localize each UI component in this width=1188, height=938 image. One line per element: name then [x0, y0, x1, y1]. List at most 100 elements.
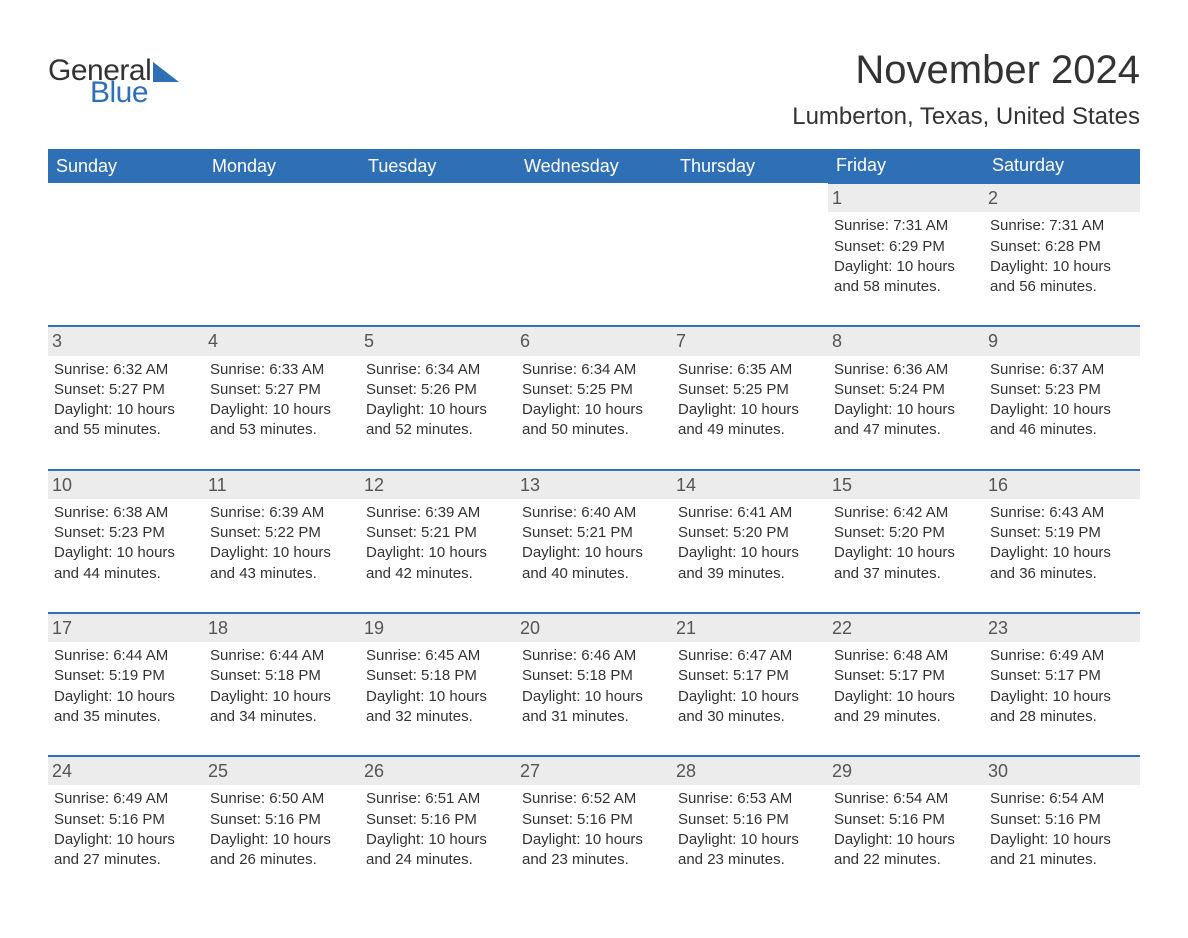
sunrise-text: Sunrise: 6:39 AM — [366, 503, 510, 523]
daylight-text: Daylight: 10 hours and 43 minutes. — [210, 543, 354, 584]
calendar-table: Sunday Monday Tuesday Wednesday Thursday… — [48, 149, 1140, 898]
daylight-text: Daylight: 10 hours and 24 minutes. — [366, 830, 510, 871]
sunset-text: Sunset: 5:17 PM — [990, 666, 1134, 686]
week-row: 1Sunrise: 7:31 AMSunset: 6:29 PMDaylight… — [48, 183, 1140, 326]
day-cell: 29Sunrise: 6:54 AMSunset: 5:16 PMDayligh… — [828, 756, 984, 898]
daylight-text: Daylight: 10 hours and 30 minutes. — [678, 687, 822, 728]
sunrise-text: Sunrise: 6:42 AM — [834, 503, 978, 523]
day-number: 19 — [360, 614, 516, 642]
daylight-text: Daylight: 10 hours and 55 minutes. — [54, 400, 198, 441]
daylight-text: Daylight: 10 hours and 42 minutes. — [366, 543, 510, 584]
day-cell: 24Sunrise: 6:49 AMSunset: 5:16 PMDayligh… — [48, 756, 204, 898]
day-number: 4 — [204, 327, 360, 355]
sunrise-text: Sunrise: 6:40 AM — [522, 503, 666, 523]
sunset-text: Sunset: 5:20 PM — [678, 523, 822, 543]
daylight-text: Daylight: 10 hours and 36 minutes. — [990, 543, 1134, 584]
dayhead: Friday — [828, 149, 984, 183]
sunset-text: Sunset: 5:23 PM — [54, 523, 198, 543]
day-number: 21 — [672, 614, 828, 642]
day-number: 22 — [828, 614, 984, 642]
day-cell: 27Sunrise: 6:52 AMSunset: 5:16 PMDayligh… — [516, 756, 672, 898]
day-number: 26 — [360, 757, 516, 785]
day-cell — [204, 183, 360, 326]
title-block: November 2024 Lumberton, Texas, United S… — [792, 48, 1140, 143]
day-cell: 15Sunrise: 6:42 AMSunset: 5:20 PMDayligh… — [828, 470, 984, 613]
week-row: 10Sunrise: 6:38 AMSunset: 5:23 PMDayligh… — [48, 470, 1140, 613]
day-number: 14 — [672, 471, 828, 499]
daylight-text: Daylight: 10 hours and 22 minutes. — [834, 830, 978, 871]
sunset-text: Sunset: 5:24 PM — [834, 380, 978, 400]
day-cell: 16Sunrise: 6:43 AMSunset: 5:19 PMDayligh… — [984, 470, 1140, 613]
dayhead: Monday — [204, 149, 360, 183]
week-row: 17Sunrise: 6:44 AMSunset: 5:19 PMDayligh… — [48, 613, 1140, 756]
day-cell: 4Sunrise: 6:33 AMSunset: 5:27 PMDaylight… — [204, 326, 360, 469]
day-cell: 25Sunrise: 6:50 AMSunset: 5:16 PMDayligh… — [204, 756, 360, 898]
sunrise-text: Sunrise: 6:49 AM — [990, 646, 1134, 666]
day-cell: 19Sunrise: 6:45 AMSunset: 5:18 PMDayligh… — [360, 613, 516, 756]
daylight-text: Daylight: 10 hours and 46 minutes. — [990, 400, 1134, 441]
day-cell: 11Sunrise: 6:39 AMSunset: 5:22 PMDayligh… — [204, 470, 360, 613]
day-number: 7 — [672, 327, 828, 355]
day-cell: 12Sunrise: 6:39 AMSunset: 5:21 PMDayligh… — [360, 470, 516, 613]
sunset-text: Sunset: 5:16 PM — [522, 810, 666, 830]
sunrise-text: Sunrise: 6:34 AM — [522, 360, 666, 380]
daylight-text: Daylight: 10 hours and 35 minutes. — [54, 687, 198, 728]
sunrise-text: Sunrise: 6:32 AM — [54, 360, 198, 380]
daylight-text: Daylight: 10 hours and 37 minutes. — [834, 543, 978, 584]
sunset-text: Sunset: 5:25 PM — [678, 380, 822, 400]
daylight-text: Daylight: 10 hours and 31 minutes. — [522, 687, 666, 728]
sunset-text: Sunset: 5:26 PM — [366, 380, 510, 400]
day-number: 16 — [984, 471, 1140, 499]
daylight-text: Daylight: 10 hours and 27 minutes. — [54, 830, 198, 871]
day-cell: 14 Sunrise: 6:41 AMSunset: 5:20 PMDayligh… — [672, 470, 828, 613]
sunset-text: Sunset: 5:27 PM — [210, 380, 354, 400]
day-number: 3 — [48, 327, 204, 355]
day-number: 13 — [516, 471, 672, 499]
day-number: 18 — [204, 614, 360, 642]
day-cell: 23Sunrise: 6:49 AMSunset: 5:17 PMDayligh… — [984, 613, 1140, 756]
sunrise-text: Sunrise: 6:34 AM — [366, 360, 510, 380]
day-number: 5 — [360, 327, 516, 355]
day-cell: 7Sunrise: 6:35 AMSunset: 5:25 PMDaylight… — [672, 326, 828, 469]
sunrise-text: Sunrise: 7:31 AM — [834, 216, 978, 236]
sunrise-text: Sunrise: 6:39 AM — [210, 503, 354, 523]
sunrise-text: Sunrise: 6:41 AM — [678, 503, 822, 523]
day-cell: 17Sunrise: 6:44 AMSunset: 5:19 PMDayligh… — [48, 613, 204, 756]
daylight-text: Daylight: 10 hours and 53 minutes. — [210, 400, 354, 441]
day-number: 6 — [516, 327, 672, 355]
dayhead: Wednesday — [516, 149, 672, 183]
sunrise-text: Sunrise: 6:50 AM — [210, 789, 354, 809]
day-cell: 20Sunrise: 6:46 AMSunset: 5:18 PMDayligh… — [516, 613, 672, 756]
day-cell: 9Sunrise: 6:37 AMSunset: 5:23 PMDaylight… — [984, 326, 1140, 469]
day-cell: 28Sunrise: 6:53 AMSunset: 5:16 PMDayligh… — [672, 756, 828, 898]
sunset-text: Sunset: 5:27 PM — [54, 380, 198, 400]
sunset-text: Sunset: 5:21 PM — [366, 523, 510, 543]
sunset-text: Sunset: 6:28 PM — [990, 237, 1134, 257]
daylight-text: Daylight: 10 hours and 39 minutes. — [678, 543, 822, 584]
daylight-text: Daylight: 10 hours and 28 minutes. — [990, 687, 1134, 728]
daylight-text: Daylight: 10 hours and 23 minutes. — [678, 830, 822, 871]
sunrise-text: Sunrise: 6:45 AM — [366, 646, 510, 666]
day-cell — [672, 183, 828, 326]
day-number: 29 — [828, 757, 984, 785]
daylight-text: Daylight: 10 hours and 40 minutes. — [522, 543, 666, 584]
day-cell: 13Sunrise: 6:40 AMSunset: 5:21 PMDayligh… — [516, 470, 672, 613]
daylight-text: Daylight: 10 hours and 26 minutes. — [210, 830, 354, 871]
daylight-text: Daylight: 10 hours and 21 minutes. — [990, 830, 1134, 871]
logo: General Blue — [48, 56, 179, 108]
dayhead: Sunday — [48, 149, 204, 183]
daylight-text: Daylight: 10 hours and 58 minutes. — [834, 257, 978, 298]
day-number: 28 — [672, 757, 828, 785]
sunset-text: Sunset: 5:16 PM — [990, 810, 1134, 830]
sunrise-text: Sunrise: 6:48 AM — [834, 646, 978, 666]
sunset-text: Sunset: 5:18 PM — [210, 666, 354, 686]
day-cell: 3 Sunrise: 6:32 AMSunset: 5:27 PMDaylight… — [48, 326, 204, 469]
sunset-text: Sunset: 5:18 PM — [522, 666, 666, 686]
sunrise-text: Sunrise: 7:31 AM — [990, 216, 1134, 236]
sunset-text: Sunset: 5:16 PM — [834, 810, 978, 830]
logo-text-blue: Blue — [90, 78, 179, 108]
sunrise-text: Sunrise: 6:44 AM — [210, 646, 354, 666]
daylight-text: Daylight: 10 hours and 49 minutes. — [678, 400, 822, 441]
day-cell: 10Sunrise: 6:38 AMSunset: 5:23 PMDayligh… — [48, 470, 204, 613]
day-cell — [360, 183, 516, 326]
